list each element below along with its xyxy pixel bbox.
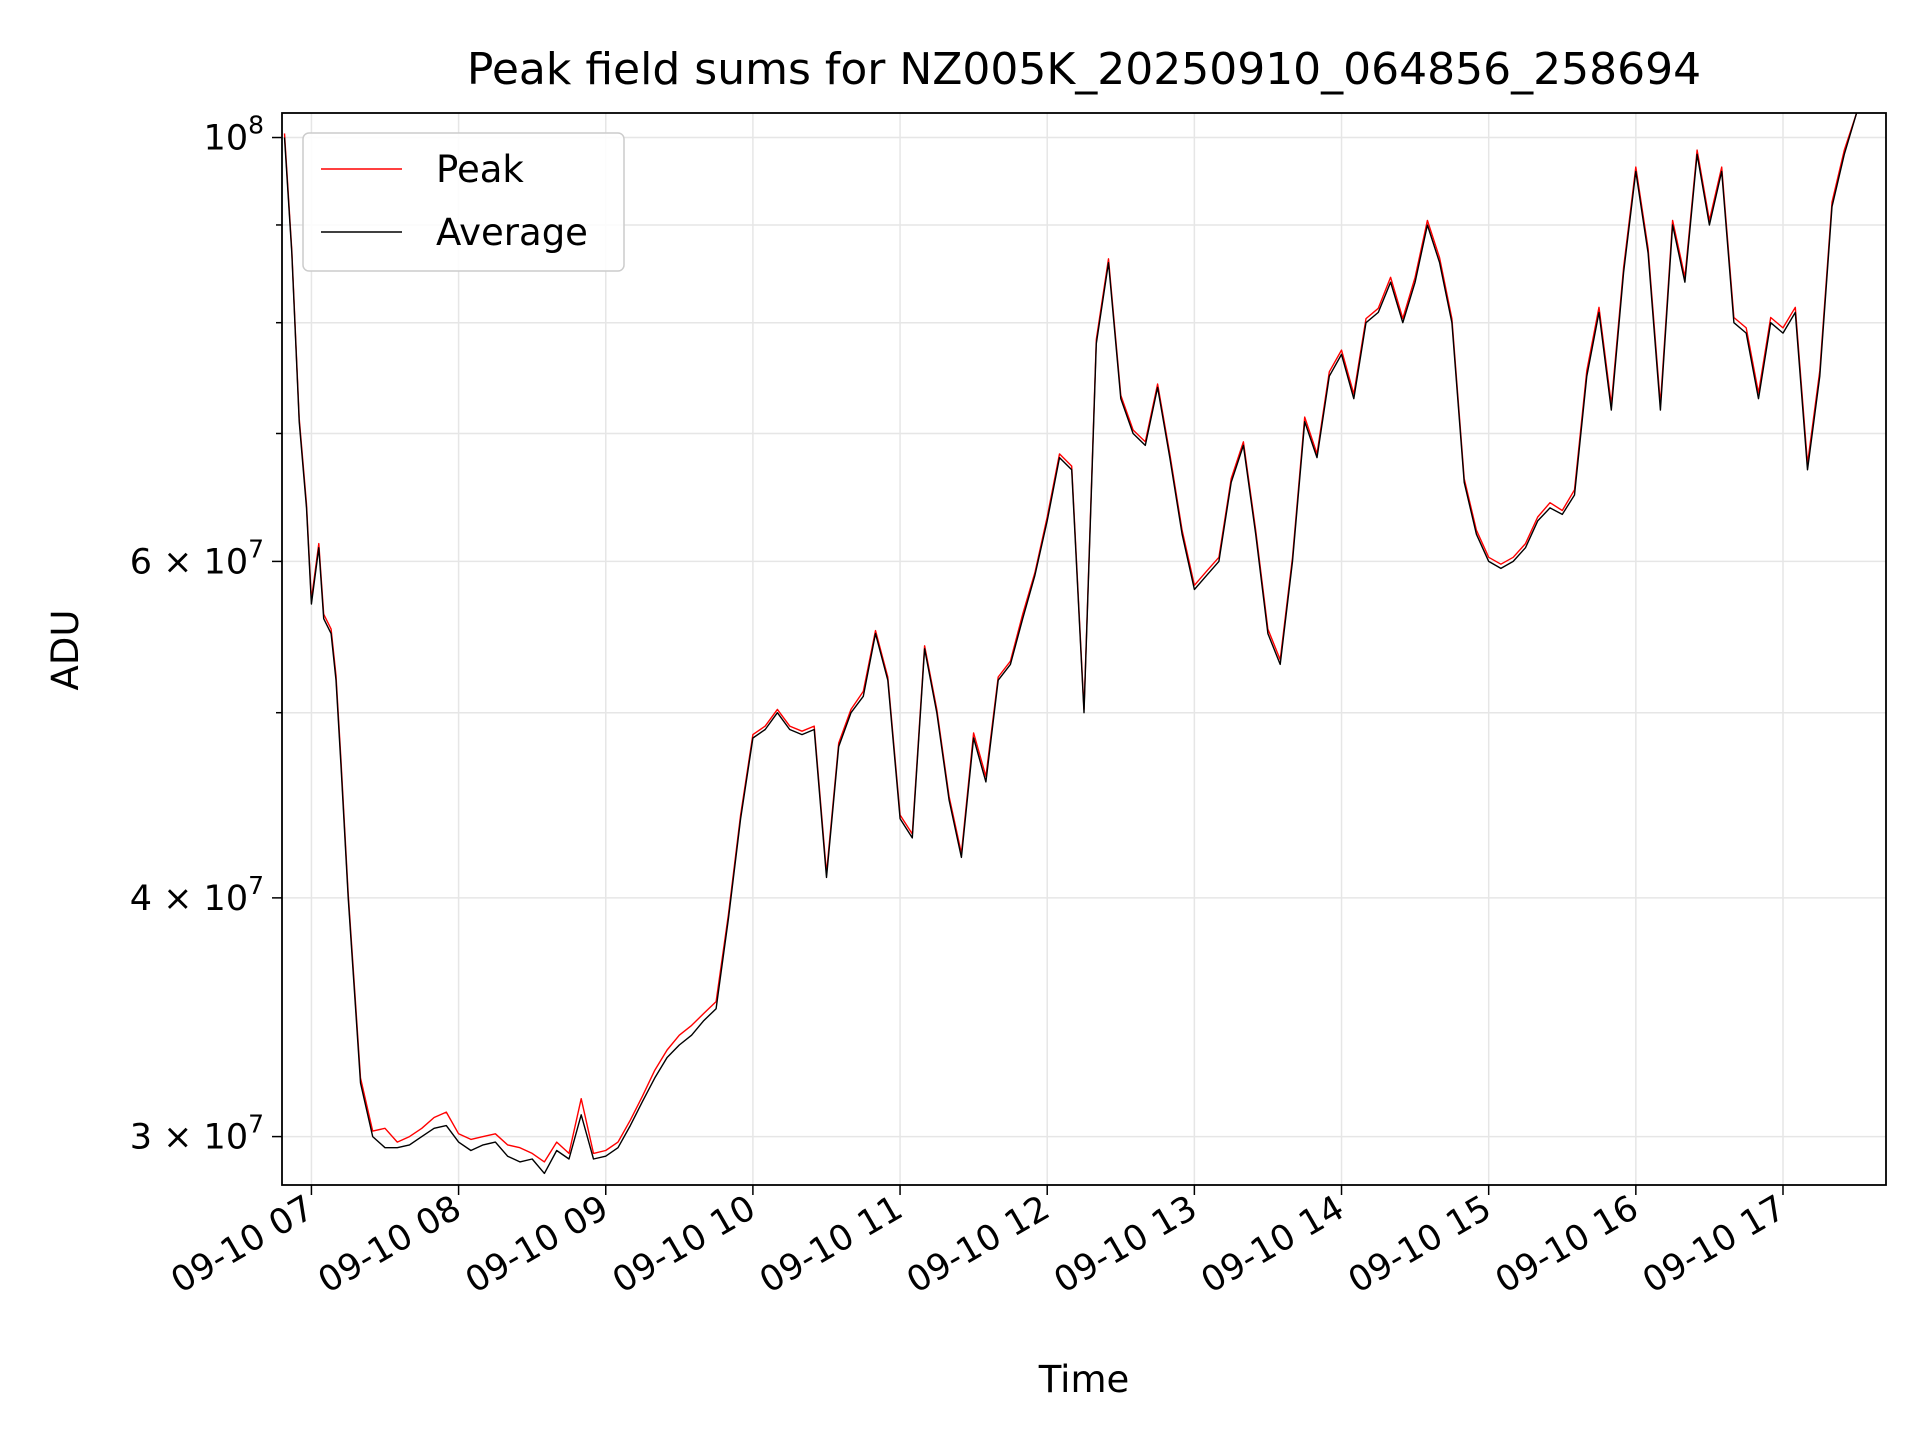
y-tick-label: 4 × 107 bbox=[130, 871, 264, 919]
x-tick-label: 09-10 12 bbox=[900, 1188, 1056, 1301]
y-tick-label-base: 3 × 10 bbox=[130, 1118, 248, 1158]
x-axis-label: Time bbox=[1038, 1358, 1130, 1401]
y-tick-label: 108 bbox=[204, 111, 264, 159]
legend-box bbox=[302, 132, 625, 272]
chart-title: Peak field sums for NZ005K_20250910_0648… bbox=[467, 44, 1701, 95]
y-tick-label: 3 × 107 bbox=[130, 1110, 264, 1158]
x-tick-label: 09-10 09 bbox=[459, 1188, 615, 1301]
x-tick-label: 09-10 15 bbox=[1342, 1188, 1498, 1301]
x-tick-label: 09-10 10 bbox=[606, 1188, 762, 1301]
y-tick-label-base: 10 bbox=[204, 119, 249, 159]
y-tick-label-base: 6 × 10 bbox=[130, 542, 248, 582]
legend-label-peak: Peak bbox=[436, 148, 524, 191]
x-tick-label: 09-10 08 bbox=[312, 1188, 468, 1301]
y-tick-label-exponent: 7 bbox=[248, 871, 264, 900]
y-tick-label-exponent: 8 bbox=[248, 111, 264, 140]
series-line-average bbox=[283, 112, 1858, 1175]
x-tick-label: 09-10 11 bbox=[753, 1188, 909, 1301]
y-tick-label-base: 4 × 10 bbox=[130, 879, 248, 919]
x-tick-label: 09-10 16 bbox=[1489, 1188, 1645, 1301]
x-tick-label: 09-10 13 bbox=[1048, 1188, 1204, 1301]
x-tick-label: 09-10 14 bbox=[1195, 1188, 1351, 1301]
legend: Peak Average bbox=[302, 132, 625, 272]
x-tick-label: 09-10 17 bbox=[1636, 1188, 1792, 1301]
y-tick-label-exponent: 7 bbox=[248, 1110, 264, 1139]
x-tick-label: 09-10 07 bbox=[165, 1188, 321, 1301]
grid bbox=[282, 113, 1886, 1185]
series-lines bbox=[283, 112, 1858, 1175]
y-axis-label: ADU bbox=[44, 610, 87, 691]
y-tick-label-exponent: 7 bbox=[248, 534, 264, 563]
legend-label-average: Average bbox=[436, 211, 588, 254]
axes-frame bbox=[281, 112, 1887, 1186]
y-tick-label: 6 × 107 bbox=[130, 534, 264, 582]
